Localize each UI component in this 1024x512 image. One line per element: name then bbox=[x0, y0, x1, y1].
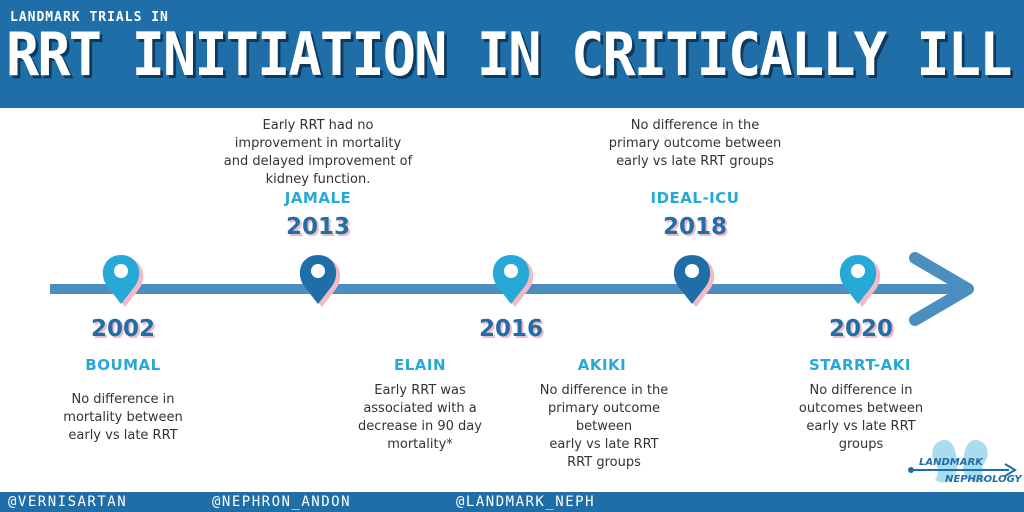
footer-bar: @VERNISARTAN @NEPHRON_ANDON @LANDMARK_NE… bbox=[0, 492, 1024, 512]
year-label: 2013 bbox=[285, 214, 350, 240]
trial-description: No difference in the primary outcome bet… bbox=[608, 118, 782, 169]
logo-line2: NEPHROLOGY bbox=[945, 474, 1022, 485]
trial-name: IDEAL-ICU bbox=[650, 189, 740, 207]
trial-name: BOUMAL bbox=[85, 356, 161, 374]
footer-handle[interactable]: @VERNISARTAN bbox=[8, 494, 128, 510]
footer-handle[interactable]: @NEPHRON_ANDON bbox=[212, 494, 352, 510]
trial-description: Early RRT had no improvement in mortalit… bbox=[223, 118, 413, 187]
map-pin-icon bbox=[839, 255, 881, 307]
map-pin-icon bbox=[492, 255, 534, 307]
trial-name: ELAIN bbox=[393, 356, 447, 374]
header-kicker: LANDMARK TRIALS IN bbox=[10, 10, 169, 25]
kidney-icon bbox=[908, 440, 1017, 483]
page-title: RRT INITIATION IN CRITICALLY ILL PATIENT… bbox=[6, 20, 1024, 90]
year-label: 2016 bbox=[478, 316, 543, 342]
map-pin-icon bbox=[102, 255, 144, 307]
trial-description: No difference in the primary outcome bet… bbox=[539, 383, 669, 470]
trial-name: JAMALE bbox=[284, 189, 352, 207]
trial-description: No difference in outcomes between early … bbox=[798, 383, 924, 452]
trial-description: No difference in mortality between early… bbox=[63, 392, 183, 443]
footer-handle[interactable]: @LANDMARK_NEPH bbox=[456, 494, 596, 510]
year-label: 2020 bbox=[828, 316, 893, 342]
map-pin-icon bbox=[673, 255, 715, 307]
year-label: 2018 bbox=[662, 214, 727, 240]
arrow-right-icon bbox=[909, 252, 974, 326]
header-banner: LANDMARK TRIALS IN RRT INITIATION IN CRI… bbox=[0, 0, 1024, 108]
logo-line1: LANDMARK bbox=[919, 457, 983, 468]
trial-name: STARRT-AKI bbox=[809, 356, 911, 374]
year-label: 2002 bbox=[90, 316, 155, 342]
map-pin-icon bbox=[299, 255, 341, 307]
landmark-nephrology-logo: LANDMARK NEPHROLOGY bbox=[905, 436, 1023, 492]
trial-name: AKIKI bbox=[577, 356, 627, 374]
trial-description: Early RRT was associated with a decrease… bbox=[358, 383, 482, 452]
